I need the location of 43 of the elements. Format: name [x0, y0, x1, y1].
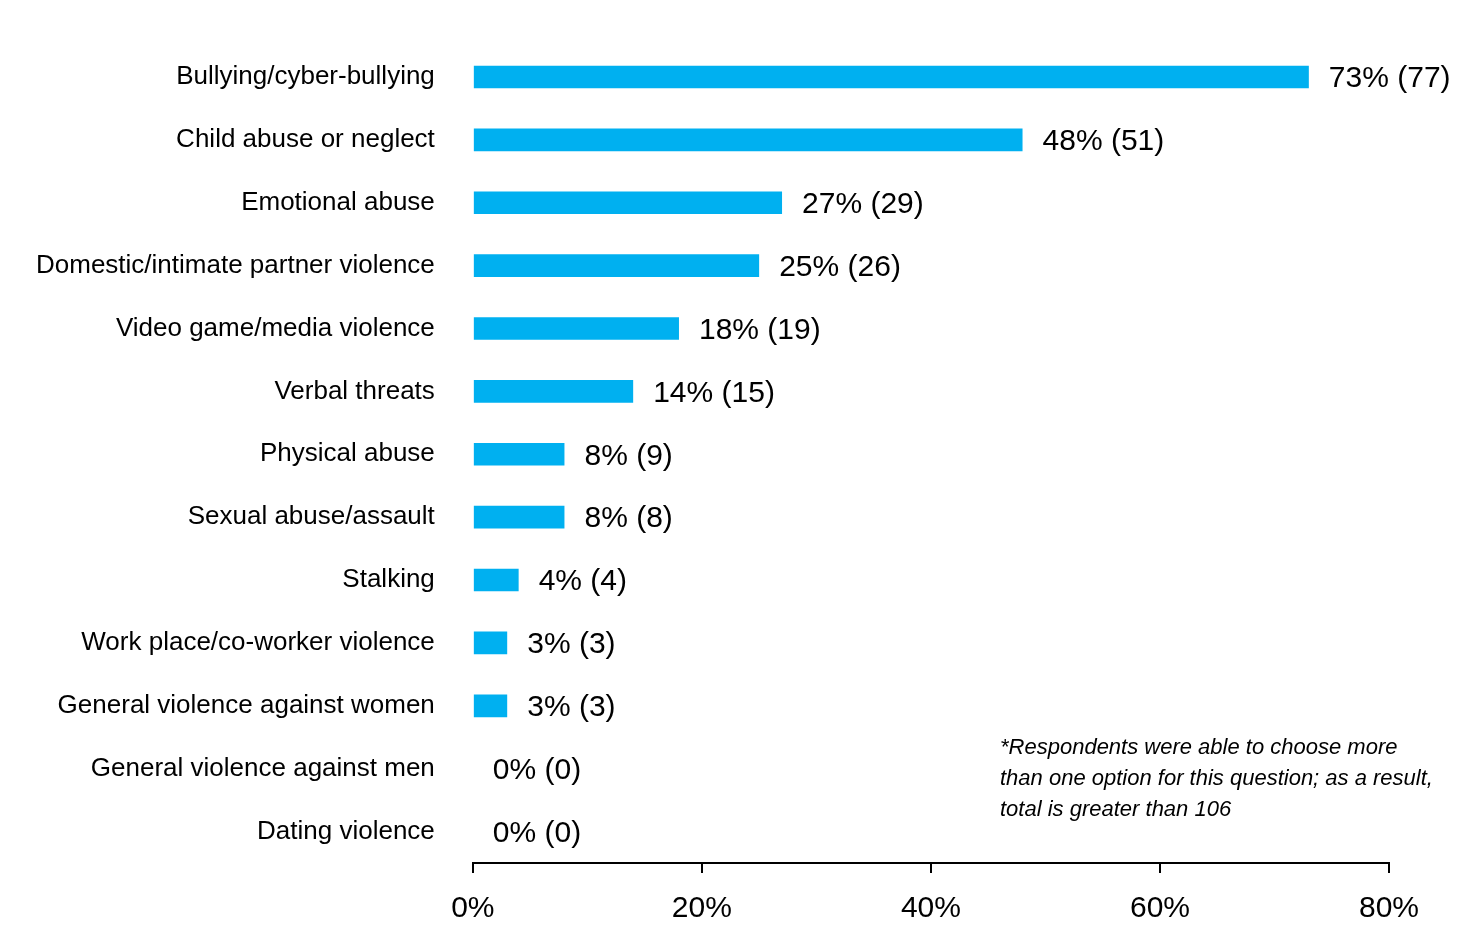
x-tick-label: 60% — [1129, 890, 1190, 924]
y-tick-label: Emotional abuse — [241, 185, 435, 216]
data-label: 3% (3) — [527, 626, 616, 660]
data-label: 27% (29) — [802, 186, 924, 220]
bar — [473, 442, 565, 466]
bar — [473, 317, 679, 340]
y-tick-label: Bullying/cyber-bullying — [176, 60, 435, 91]
y-tick-label: Physical abuse — [259, 437, 435, 468]
y-tick-label: Work place/co-worker violence — [81, 626, 435, 657]
bar — [473, 380, 634, 403]
data-label: 73% (77) — [1328, 60, 1451, 94]
x-tick-label: 0% — [451, 890, 495, 924]
y-tick-label: Stalking — [342, 563, 435, 594]
y-tick-label: General violence against men — [90, 751, 435, 782]
y-tick-label: Sexual abuse/assault — [187, 500, 436, 531]
data-label: 18% (19) — [698, 311, 821, 345]
x-tick-label: 40% — [900, 890, 961, 924]
y-tick-label: Video game/media violence — [115, 311, 435, 342]
annotation: *Respondents were able to choose more than one option for this question; as a result, total is greater than 106 — [1000, 734, 1433, 822]
x-tick-label: 80% — [1358, 890, 1420, 924]
data-label: 8% (8) — [584, 500, 673, 534]
x-tick-label: 20% — [671, 890, 732, 924]
bar — [473, 254, 760, 277]
y-tick-label: Domestic/intimate partner violence — [35, 248, 435, 279]
data-label: 48% (51) — [1042, 123, 1165, 157]
data-label: 14% (15) — [653, 374, 775, 408]
bar — [473, 65, 1309, 89]
data-label: 8% (9) — [584, 437, 673, 471]
data-label: 3% (3) — [527, 689, 616, 723]
data-label: 0% (0) — [492, 751, 582, 785]
data-label: 4% (4) — [538, 563, 627, 597]
bar — [473, 505, 565, 529]
bar — [473, 568, 519, 592]
y-tick-label: Dating violence — [257, 814, 435, 845]
y-tick-label: Child abuse or neglect — [176, 123, 436, 154]
y-tick-label: Verbal threats — [274, 374, 435, 405]
y-tick-label: General violence against women — [57, 688, 435, 719]
data-label: 25% (26) — [779, 248, 901, 282]
bar — [473, 128, 1023, 152]
bar — [473, 191, 783, 215]
bar — [473, 694, 508, 718]
data-label: 0% (0) — [492, 814, 582, 848]
bar — [473, 631, 508, 655]
